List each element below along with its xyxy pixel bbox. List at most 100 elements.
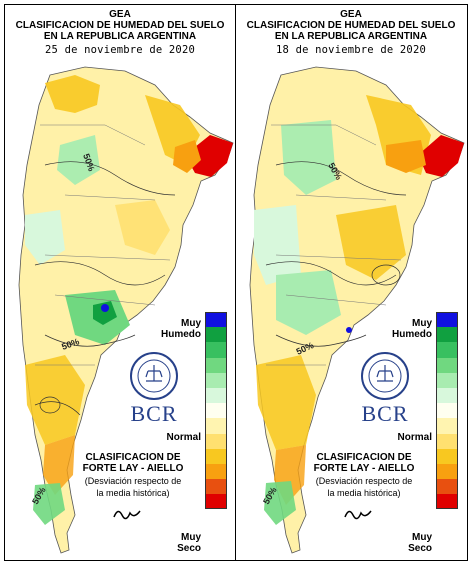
legend-label-very-wet: Muy Humedo bbox=[155, 318, 201, 340]
legend-swatch bbox=[436, 433, 458, 449]
very-wet-spot bbox=[346, 327, 352, 333]
legend-swatch bbox=[205, 494, 227, 510]
contour-line bbox=[275, 334, 367, 347]
legend-swatch bbox=[205, 403, 227, 419]
wet-zone-salta bbox=[281, 120, 336, 195]
contour-line bbox=[34, 261, 166, 286]
legend-swatch bbox=[205, 372, 227, 388]
very-dry-zone-misiones bbox=[418, 135, 464, 177]
caption-line: CLASIFICACION DE bbox=[316, 452, 412, 463]
legend-swatch bbox=[436, 403, 458, 419]
very-dry-zone-misiones bbox=[185, 135, 233, 177]
caption-line: FORTE LAY - AIELLO bbox=[313, 463, 415, 474]
contour-line bbox=[44, 334, 136, 347]
dry-zone-patagonia bbox=[43, 435, 75, 495]
map-title-right: GEA CLASIFICACION DE HUMEDAD DEL SUELO E… bbox=[236, 9, 466, 56]
legend-swatch bbox=[205, 463, 227, 480]
dry-zone-center bbox=[336, 205, 406, 280]
signature-mark bbox=[344, 510, 372, 520]
legend-swatch bbox=[205, 433, 227, 449]
legend-text: Seco bbox=[177, 543, 201, 554]
very-wet-zone-pampa bbox=[93, 301, 117, 325]
legend-swatch bbox=[436, 494, 458, 510]
wet-zone-south-coast bbox=[33, 483, 65, 525]
legend-swatch bbox=[436, 418, 458, 434]
legend-text: Muy bbox=[412, 318, 432, 329]
province-border bbox=[35, 124, 171, 366]
caption-line: FORTE LAY - AIELLO bbox=[82, 463, 184, 474]
legend-swatch bbox=[205, 387, 227, 404]
dry-zone-center bbox=[115, 200, 170, 255]
legend-swatch bbox=[436, 372, 458, 388]
contour-line bbox=[34, 401, 81, 416]
legend-text: Muy bbox=[181, 318, 201, 329]
legend-label-normal: Normal bbox=[166, 432, 201, 443]
contour-loop bbox=[371, 264, 401, 286]
panel-divider bbox=[235, 4, 236, 561]
soil-moisture-map-left: 50% 50% 50% bbox=[18, 66, 234, 554]
legend-text: Humedo bbox=[392, 329, 432, 340]
soil-moisture-map-right: 50% 50% 50% bbox=[249, 66, 465, 554]
legend-text: Humedo bbox=[161, 329, 201, 340]
caption-line: CLASIFICACION DE bbox=[85, 452, 181, 463]
province-border bbox=[266, 124, 402, 366]
caption-note: la media histórica) bbox=[327, 488, 401, 498]
legend-text: Muy bbox=[181, 532, 201, 543]
map-title-left: GEA CLASIFICACION DE HUMEDAD DEL SUELO E… bbox=[5, 9, 235, 56]
map-date: 18 de noviembre de 2020 bbox=[276, 44, 426, 56]
legend-swatch bbox=[436, 327, 458, 343]
title-gea: GEA bbox=[340, 9, 362, 20]
orange-zone-corrientes bbox=[386, 140, 426, 173]
legend-swatch bbox=[436, 342, 458, 358]
legend-text: Muy bbox=[412, 532, 432, 543]
classification-caption: CLASIFICACION DE FORTE LAY - AIELLO (Des… bbox=[67, 452, 199, 498]
map-date: 25 de noviembre de 2020 bbox=[45, 44, 195, 56]
color-legend bbox=[436, 312, 458, 510]
very-wet-spot bbox=[101, 304, 109, 312]
dry-zone-south bbox=[256, 355, 316, 450]
legend-swatch bbox=[205, 448, 227, 464]
orange-zone-corrientes bbox=[173, 140, 201, 173]
wet-zone-south-coast bbox=[264, 481, 296, 525]
legend-label-normal: Normal bbox=[397, 432, 432, 443]
legend-swatch bbox=[436, 448, 458, 464]
contour-line bbox=[44, 161, 176, 196]
legend-swatch bbox=[205, 357, 227, 373]
caption-note: la media histórica) bbox=[96, 488, 170, 498]
legend-swatch bbox=[205, 418, 227, 434]
map-panel-left: 50% 50% 50% GEA CLASIFICACION DE HUMEDAD… bbox=[5, 5, 235, 560]
classification-caption: CLASIFICACION DE FORTE LAY - AIELLO (Des… bbox=[298, 452, 430, 498]
map-panel-right: 50% 50% 50% GEA CLASIFICACION DE HUMEDAD… bbox=[236, 5, 466, 560]
legend-swatch bbox=[436, 463, 458, 480]
legend-swatch bbox=[205, 327, 227, 343]
title-line: EN LA REPUBLICA ARGENTINA bbox=[43, 31, 197, 42]
legend-label-very-dry: Muy Seco bbox=[386, 532, 432, 554]
legend-swatch bbox=[436, 357, 458, 373]
legend-label-very-wet: Muy Humedo bbox=[386, 318, 432, 340]
dry-zone-south bbox=[25, 355, 85, 445]
signature-mark bbox=[113, 510, 141, 520]
wet-zone-salta bbox=[57, 135, 100, 185]
wet-zone-cuyo bbox=[254, 205, 301, 285]
legend-text: Seco bbox=[408, 543, 432, 554]
title-line: EN LA REPUBLICA ARGENTINA bbox=[274, 31, 428, 42]
legend-swatch bbox=[436, 387, 458, 404]
legend-swatch bbox=[205, 342, 227, 358]
brand-name: BCR bbox=[361, 401, 409, 426]
legend-swatch bbox=[205, 479, 227, 495]
contour-loop bbox=[39, 396, 61, 414]
bcr-seal-logo bbox=[130, 352, 178, 400]
legend-swatch bbox=[436, 312, 458, 328]
wet-zone-cuyo bbox=[25, 210, 65, 265]
title-gea: GEA bbox=[109, 9, 131, 20]
color-legend bbox=[205, 312, 227, 510]
legend-swatch bbox=[436, 479, 458, 495]
dry-zone-north bbox=[45, 75, 100, 113]
bcr-seal-logo bbox=[361, 352, 409, 400]
wet-zone-pampa bbox=[276, 270, 341, 335]
caption-note: (Desviación respecto de bbox=[315, 476, 413, 486]
title-line: CLASIFICACION DE HUMEDAD DEL SUELO bbox=[15, 20, 225, 31]
title-line: CLASIFICACION DE HUMEDAD DEL SUELO bbox=[246, 20, 456, 31]
brand-name: BCR bbox=[130, 401, 178, 426]
legend-swatch bbox=[205, 312, 227, 328]
